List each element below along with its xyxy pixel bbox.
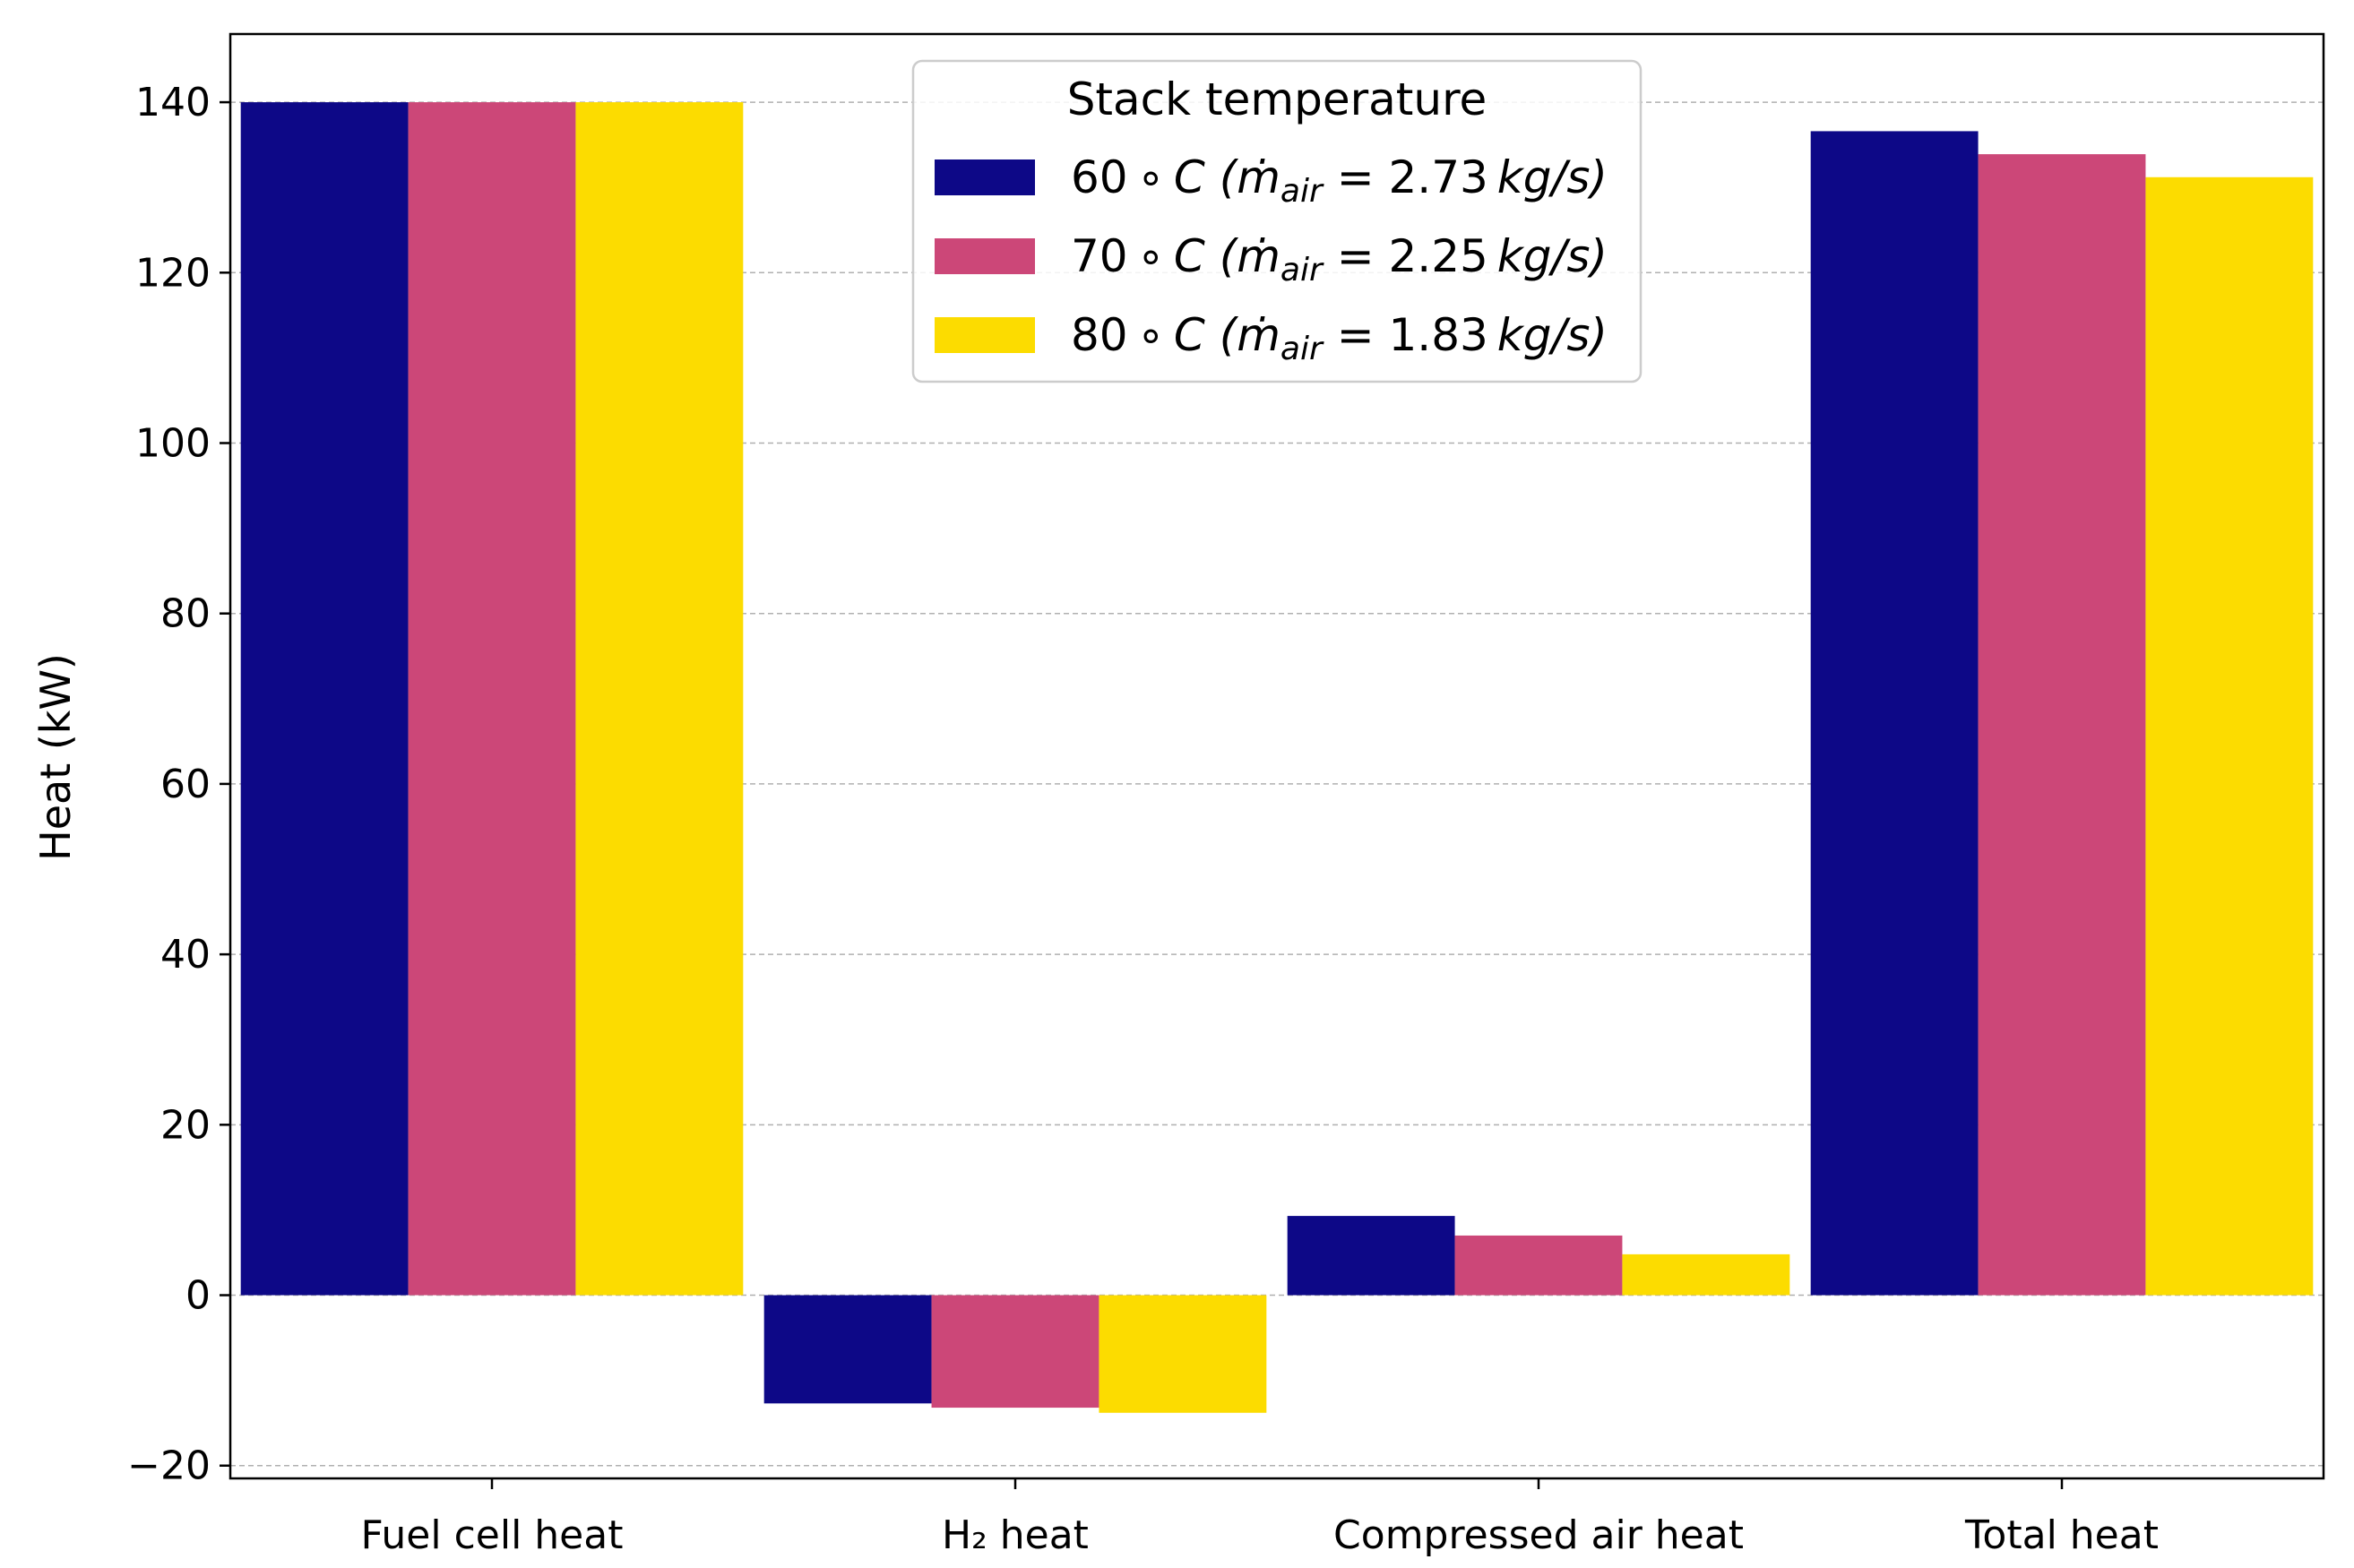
y-tick-label: 0 xyxy=(185,1273,211,1319)
legend-unit: kg/s) xyxy=(1488,230,1608,282)
legend-label: 60 ∘ C (ṁair = 2.73 kg/s) xyxy=(1071,151,1608,210)
legend-subscript: air xyxy=(1280,331,1324,367)
bar-series-3-2 xyxy=(1622,1254,1790,1296)
legend-swatch xyxy=(935,238,1035,274)
legend-flow: 2.73 xyxy=(1388,151,1487,203)
bar-series-2-3 xyxy=(1978,154,2146,1296)
y-axis-ticks: −20 0 20 40 60 80 100 120 140 xyxy=(127,80,230,1489)
y-tick-label: 20 xyxy=(160,1102,211,1148)
bar-series-3-0 xyxy=(575,102,744,1296)
legend-label: 80 ∘ C (ṁair = 1.83 kg/s) xyxy=(1071,309,1608,367)
bar-series-2-2 xyxy=(1454,1235,1623,1296)
y-tick-label: 100 xyxy=(135,420,211,466)
legend-unit: kg/s) xyxy=(1488,309,1608,361)
y-tick-label: 60 xyxy=(160,762,211,807)
x-tick-label: Total heat xyxy=(1964,1512,2159,1558)
legend-equals: = xyxy=(1323,230,1389,282)
legend-swatch xyxy=(935,159,1035,195)
bar-series-3-1 xyxy=(1099,1295,1267,1413)
y-tick-label: 120 xyxy=(135,250,211,296)
x-axis-ticks: Fuel cell heat H₂ heat Compressed air heat… xyxy=(361,1478,2159,1558)
x-tick-label: Compressed air heat xyxy=(1333,1512,1744,1558)
legend-entries: 60 ∘ C (ṁair = 2.73 kg/s)70 ∘ C (ṁair = … xyxy=(935,151,1608,367)
legend-flow: 2.25 xyxy=(1388,230,1487,282)
legend-subscript: air xyxy=(1280,173,1324,210)
x-tick-label: H₂ heat xyxy=(942,1512,1089,1558)
bar-series-3-3 xyxy=(2145,177,2314,1296)
legend-formula-prefix: ∘ C (ṁ xyxy=(1128,151,1280,203)
bar-series-2-1 xyxy=(931,1295,1099,1409)
plot-frame xyxy=(229,32,2325,1480)
bars xyxy=(240,102,2314,1413)
bar-series-1-0 xyxy=(240,102,409,1296)
legend-temp: 70 xyxy=(1071,230,1128,282)
legend-temp: 60 xyxy=(1071,151,1128,203)
legend-formula-prefix: ∘ C (ṁ xyxy=(1128,230,1280,282)
legend-equals: = xyxy=(1323,151,1389,203)
y-tick-label: 40 xyxy=(160,932,211,978)
bar-series-1-1 xyxy=(763,1295,932,1404)
legend: Stack temperature 60 ∘ C (ṁair = 2.73 kg… xyxy=(911,59,1643,383)
legend-frame xyxy=(911,59,1643,383)
legend-label: 70 ∘ C (ṁair = 2.25 kg/s) xyxy=(1071,230,1608,289)
legend-equals: = xyxy=(1323,309,1389,361)
legend-flow: 1.83 xyxy=(1388,309,1487,361)
y-axis-label: Heat (kW) xyxy=(31,653,80,861)
bar-series-1-3 xyxy=(1810,131,1979,1296)
legend-formula-prefix: ∘ C (ṁ xyxy=(1128,309,1280,361)
y-tick-label: 80 xyxy=(160,591,211,637)
legend-subscript: air xyxy=(1280,252,1324,289)
bar-series-2-0 xyxy=(408,102,576,1296)
legend-swatch xyxy=(935,317,1035,353)
legend-temp: 80 xyxy=(1071,309,1128,361)
y-tick-label: 140 xyxy=(135,80,211,125)
x-tick-label: Fuel cell heat xyxy=(361,1512,624,1558)
bar-series-1-2 xyxy=(1287,1216,1455,1296)
y-tick-label: −20 xyxy=(127,1443,211,1489)
legend-unit: kg/s) xyxy=(1488,151,1608,203)
legend-title: Stack temperature xyxy=(1067,73,1487,125)
